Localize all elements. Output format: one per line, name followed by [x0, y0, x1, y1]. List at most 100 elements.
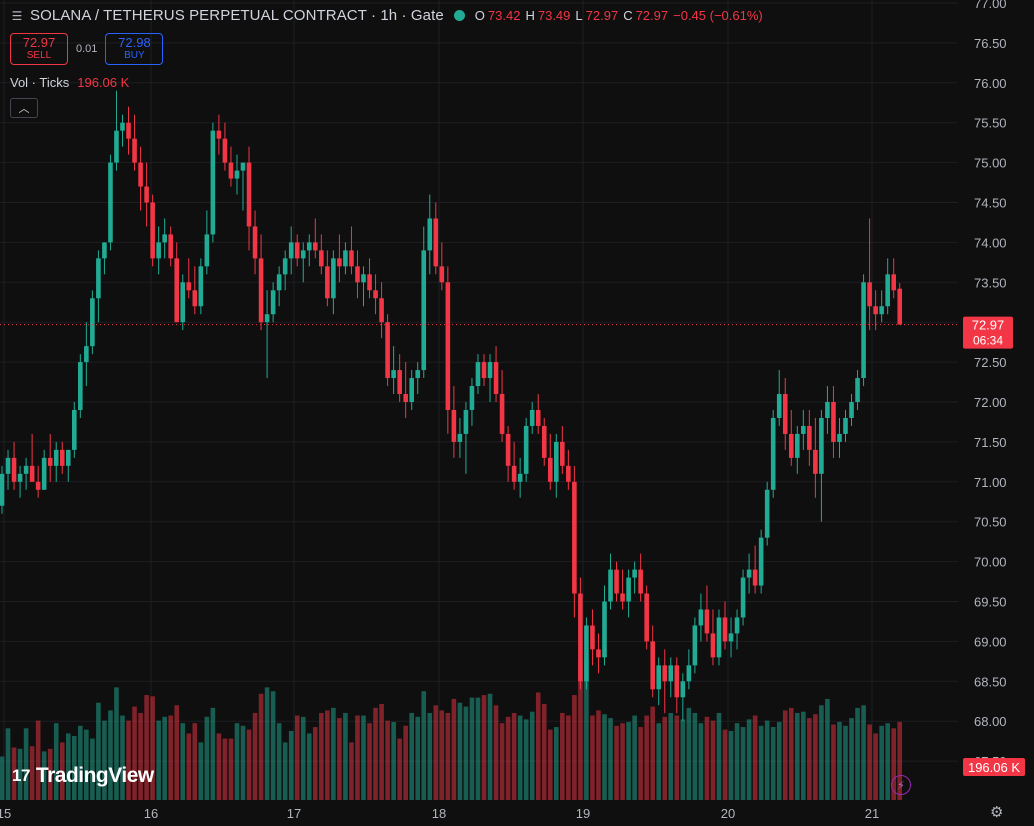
- candle-body: [11, 457, 17, 482]
- candle-body: [481, 362, 487, 379]
- volume-bar: [475, 697, 481, 800]
- candle-body: [463, 409, 469, 434]
- candle-body: [578, 593, 583, 682]
- hamburger-icon[interactable]: ☰: [11, 8, 23, 23]
- volume-bar: [65, 733, 71, 800]
- volume-bar: [843, 725, 848, 800]
- y-tick-label: 77.00: [974, 0, 1007, 11]
- volume-bar: [764, 720, 770, 800]
- candle-body: [282, 258, 288, 275]
- volume-legend[interactable]: Vol · Ticks 196.06 K: [10, 75, 129, 90]
- volume-bar: [162, 716, 167, 800]
- chevron-up-icon[interactable]: ︿: [10, 98, 38, 118]
- candle-body: [210, 130, 216, 235]
- candle-body: [108, 162, 113, 243]
- price-badge: [963, 316, 1013, 349]
- volume-bar: [5, 728, 11, 800]
- candle-body: [511, 465, 517, 482]
- volume-bar: [11, 747, 17, 800]
- candle-body: [608, 569, 613, 602]
- candle-body: [373, 290, 378, 299]
- volume-bar: [391, 721, 396, 800]
- candle-body: [873, 306, 878, 315]
- volume-bar: [276, 723, 282, 800]
- candle-body: [554, 441, 559, 482]
- tradingview-logo[interactable]: 17 TradingView: [12, 764, 154, 788]
- candle-body: [300, 250, 306, 259]
- volume-bar: [620, 723, 625, 800]
- volume-bar: [96, 702, 101, 800]
- candle-body: [120, 122, 125, 131]
- candle-body: [114, 130, 119, 163]
- candle-body: [337, 258, 342, 267]
- lightning-icon[interactable]: ⚡: [891, 775, 911, 795]
- ohlc-values: O 73.42 H 73.49 L 72.97 C 72.97 −0.45 (−0.61…: [474, 8, 763, 23]
- volume-bar: [728, 730, 734, 800]
- volume-bar: [421, 691, 427, 800]
- volume-bar: [758, 725, 764, 800]
- volume-bar: [511, 712, 517, 800]
- candle-body: [23, 465, 29, 474]
- volume-bar: [572, 695, 577, 800]
- candle-body: [294, 242, 300, 259]
- volume-bar: [47, 748, 53, 800]
- symbol-title[interactable]: SOLANA / TETHERUS PERPETUAL CONTRACT · 1…: [30, 7, 444, 24]
- volume-legend-name: Vol · Ticks: [10, 75, 70, 90]
- candle-body: [0, 473, 5, 506]
- open-value: 73.42: [487, 8, 521, 23]
- volume-bar: [560, 712, 565, 800]
- candle-body: [801, 425, 806, 434]
- volume-bar: [78, 725, 83, 800]
- candle-body: [722, 617, 728, 642]
- sell-button[interactable]: 72.97 SELL: [10, 33, 68, 65]
- volume-bar: [650, 706, 655, 800]
- candle-body: [867, 282, 872, 307]
- buy-button[interactable]: 72.98 BUY: [105, 33, 164, 65]
- y-tick-label: 76.50: [974, 36, 1007, 51]
- y-tick-label: 68.00: [974, 714, 1007, 729]
- volume-bar: [222, 738, 228, 800]
- volume-bar: [415, 716, 421, 800]
- candle-body: [168, 234, 173, 259]
- volume-bar: [566, 715, 571, 800]
- volume-bar: [0, 756, 5, 800]
- candle-body: [782, 394, 788, 434]
- candle-body: [355, 266, 360, 283]
- volume-bar: [114, 687, 119, 800]
- volume-bar: [698, 723, 704, 800]
- candle-body: [216, 130, 222, 139]
- candle-body: [560, 441, 565, 466]
- volume-bar: [867, 724, 872, 800]
- change-value: −0.45 (−0.61%): [673, 8, 763, 23]
- price-badge-countdown: 06:34: [973, 334, 1003, 348]
- candle-body: [270, 290, 276, 315]
- candle-body: [427, 218, 433, 251]
- candle-body: [469, 386, 475, 410]
- volume-bar: [150, 696, 155, 800]
- candle-body: [162, 234, 167, 243]
- volume-bar: [258, 693, 264, 800]
- y-tick-label: 71.50: [974, 435, 1007, 450]
- candle-body: [5, 457, 11, 474]
- volume-bar: [547, 729, 553, 800]
- volume-bar: [445, 712, 451, 800]
- volume-bar: [837, 721, 842, 800]
- high-value: 73.49: [537, 8, 571, 23]
- volume-bar: [590, 715, 595, 800]
- volume-bar: [270, 691, 276, 800]
- candle-body: [234, 170, 240, 179]
- volume-bar: [427, 712, 433, 800]
- market-status-icon[interactable]: [453, 10, 465, 21]
- gear-icon[interactable]: ⚙: [990, 804, 1004, 821]
- low-value: 72.97: [585, 8, 619, 23]
- candle-body: [59, 449, 65, 466]
- volume-bar: [849, 718, 854, 800]
- candle-body: [35, 481, 41, 490]
- volume-bar: [554, 727, 559, 800]
- volume-bar: [776, 721, 782, 800]
- candle-body: [276, 274, 282, 291]
- volume-bar: [807, 718, 812, 800]
- candle-body: [819, 417, 824, 474]
- candle-body: [879, 306, 884, 315]
